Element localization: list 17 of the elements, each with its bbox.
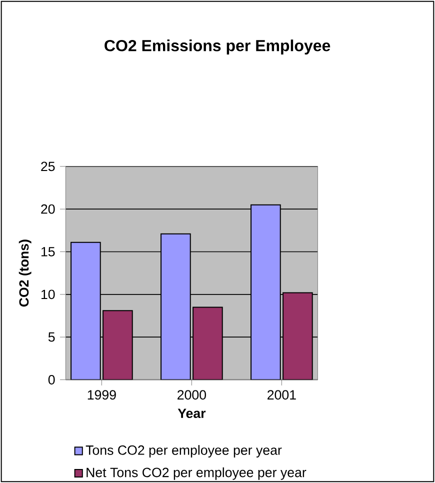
x-axis-title: Year xyxy=(178,408,206,418)
bar xyxy=(160,233,191,380)
y-tick-label: 20 xyxy=(41,204,55,214)
bar xyxy=(70,242,101,380)
y-tick-label: 10 xyxy=(41,290,55,300)
chart-title: CO2 Emissions per Employee xyxy=(104,40,330,54)
y-tick-label: 0 xyxy=(48,375,55,384)
x-tick-label: 1999 xyxy=(88,390,116,400)
y-tick-label: 15 xyxy=(41,247,55,256)
x-tick-label: 2000 xyxy=(178,390,206,400)
x-tick-label: 2001 xyxy=(268,390,296,400)
y-tick-label: 25 xyxy=(41,162,55,172)
y-axis-title: CO2 (tons) xyxy=(18,240,32,307)
bar xyxy=(250,204,281,380)
legend-label: Tons CO2 per employee per year xyxy=(86,445,282,458)
legend-label: Net Tons CO2 per employee per year xyxy=(86,467,306,480)
y-tick-label: 5 xyxy=(48,332,55,342)
